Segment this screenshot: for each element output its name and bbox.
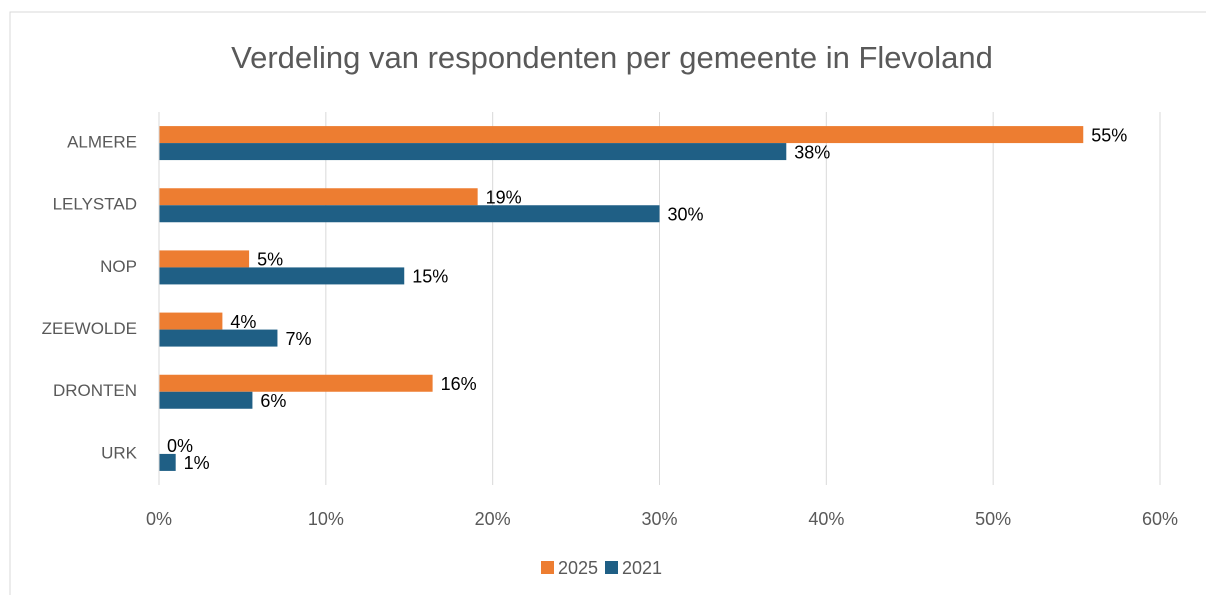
- data-label: 15%: [412, 267, 448, 287]
- x-tick-label: 0%: [146, 509, 172, 529]
- x-tick-label: 50%: [975, 509, 1011, 529]
- x-tick-label: 40%: [808, 509, 844, 529]
- data-label: 16%: [441, 374, 477, 394]
- bar: [159, 250, 250, 268]
- bar: [159, 391, 253, 409]
- bar: [159, 267, 405, 285]
- x-tick-label: 20%: [475, 509, 511, 529]
- data-label: 5%: [257, 250, 283, 270]
- data-label: 1%: [184, 453, 210, 473]
- data-label: 55%: [1091, 125, 1127, 145]
- bar: [159, 453, 176, 471]
- data-label: 38%: [794, 142, 830, 162]
- legend-swatch: [605, 561, 618, 574]
- bar: [159, 312, 223, 330]
- legend-label: 2021: [622, 558, 662, 578]
- bar: [159, 329, 278, 347]
- legend-swatch: [541, 561, 554, 574]
- chart-title: Verdeling van respondenten per gemeente …: [231, 40, 993, 75]
- y-tick-label: ZEEWOLDE: [42, 319, 137, 338]
- x-tick-label: 10%: [308, 509, 344, 529]
- bar: [159, 188, 478, 206]
- chart-border: [9, 11, 1206, 595]
- data-label: 7%: [285, 329, 311, 349]
- bar: [159, 126, 1084, 144]
- data-label: 4%: [230, 312, 256, 332]
- data-label: 30%: [668, 205, 704, 225]
- bar: [159, 205, 660, 223]
- y-tick-label: ALMERE: [67, 133, 137, 152]
- y-tick-label: NOP: [100, 257, 137, 276]
- data-label: 19%: [486, 188, 522, 208]
- data-label: 0%: [167, 436, 193, 456]
- y-tick-label: DRONTEN: [53, 381, 137, 400]
- x-tick-label: 30%: [641, 509, 677, 529]
- data-label: 6%: [260, 391, 286, 411]
- y-tick-label: LELYSTAD: [53, 195, 137, 214]
- legend-label: 2025: [558, 558, 598, 578]
- bar: [159, 143, 787, 161]
- bar: [159, 374, 433, 392]
- x-tick-label: 60%: [1142, 509, 1178, 529]
- y-tick-label: URK: [101, 443, 138, 462]
